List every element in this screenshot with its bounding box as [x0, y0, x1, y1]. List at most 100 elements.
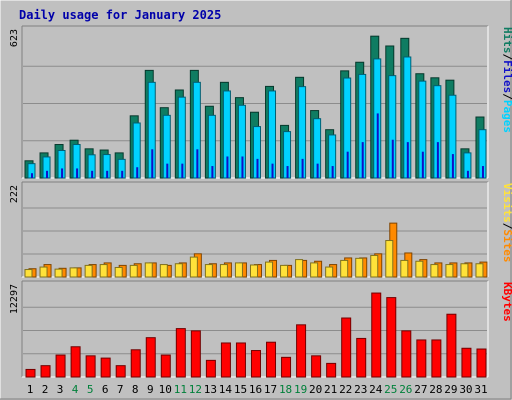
bar-visits: [295, 259, 304, 278]
x-tick-label: 31: [474, 383, 487, 396]
bar-kbytes: [371, 292, 382, 378]
bar-kbytes: [235, 342, 246, 378]
bar-kbytes: [326, 362, 337, 378]
bar-visits: [144, 262, 153, 278]
bar-kbytes: [70, 346, 81, 378]
bar-visits: [99, 264, 108, 278]
bar-pages: [166, 163, 169, 178]
x-tick-label: 15: [234, 383, 247, 396]
x-tick-label: 20: [309, 383, 322, 396]
bar-pages: [316, 163, 319, 178]
bar-pages: [76, 168, 79, 178]
bar-kbytes: [40, 365, 51, 378]
bar-visits: [54, 268, 63, 278]
bar-pages: [271, 163, 274, 178]
x-tick-label: 26: [399, 383, 412, 396]
bar-kbytes: [220, 342, 231, 378]
x-tick-label: 22: [339, 383, 352, 396]
legend-entry: Sites: [501, 229, 512, 262]
bar-kbytes: [446, 313, 457, 378]
y-max-label: 12297: [9, 284, 20, 314]
x-tick-label: 21: [324, 383, 337, 396]
x-tick-label: 9: [147, 383, 154, 396]
bar-visits: [249, 264, 258, 278]
x-tick-label: 2: [42, 383, 49, 396]
bar-pages: [481, 166, 484, 178]
y-max-label: 623: [9, 29, 20, 47]
bar-pages: [436, 142, 439, 178]
legend-entry: /: [501, 54, 512, 61]
bar-visits: [430, 264, 439, 278]
x-tick-label: 23: [354, 383, 367, 396]
bar-kbytes: [160, 354, 171, 378]
bar-pages: [106, 170, 109, 178]
x-tick-label: 24: [369, 383, 383, 396]
bar-pages: [466, 170, 469, 178]
bar-pages: [451, 154, 454, 178]
bar-visits: [385, 240, 394, 278]
bar-visits: [114, 266, 123, 278]
bar-kbytes: [416, 339, 427, 378]
chart-title: Daily usage for January 2025: [19, 8, 221, 22]
bar-visits: [204, 264, 213, 278]
bar-pages: [31, 173, 33, 178]
x-tick-label: 29: [444, 383, 457, 396]
bar-kbytes: [476, 348, 487, 378]
bar-pages: [301, 158, 304, 178]
x-tick-label: 25: [384, 383, 397, 396]
legend-entry: Pages: [501, 100, 512, 133]
bar-visits: [84, 264, 93, 278]
bar-visits: [129, 264, 138, 278]
x-tick-label: 27: [414, 383, 427, 396]
x-tick-label: 3: [57, 383, 64, 396]
bar-visits: [415, 260, 424, 278]
x-tick-label: 11: [174, 383, 187, 396]
bar-pages: [61, 168, 64, 178]
legend-middle: Visits/Sites: [501, 183, 512, 263]
bar-visits: [265, 261, 274, 278]
bar-kbytes: [190, 330, 201, 378]
bar-pages: [151, 149, 154, 178]
chart-panels: 623Hits/Files/Pages222Visits/Sites12297K…: [9, 25, 512, 396]
bar-visits: [445, 264, 454, 278]
bar-kbytes: [386, 297, 397, 378]
bar-pages: [361, 142, 364, 178]
bar-visits: [159, 264, 168, 278]
bar-visits: [69, 267, 78, 278]
bar-pages: [286, 166, 289, 178]
bar-visits: [355, 257, 364, 278]
bar-pages: [421, 151, 424, 178]
x-tick-label: 30: [459, 383, 472, 396]
bar-visits: [460, 263, 469, 278]
x-tick-label: 17: [264, 383, 277, 396]
bar-pages: [121, 170, 124, 178]
bar-pages: [91, 170, 94, 178]
bar-kbytes: [25, 368, 36, 378]
bar-kbytes: [341, 317, 352, 378]
x-tick-label: 14: [219, 383, 233, 396]
x-tick-label: 1: [27, 383, 34, 396]
bar-visits: [174, 263, 183, 278]
bar-pages: [46, 170, 49, 178]
legend-entry: Hits: [501, 27, 512, 54]
bar-kbytes: [431, 339, 442, 378]
bar-kbytes: [175, 328, 186, 378]
bar-pages: [391, 139, 394, 178]
bar-kbytes: [311, 355, 322, 378]
bar-kbytes: [281, 356, 292, 378]
bar-visits: [219, 264, 228, 278]
bar-visits: [310, 262, 319, 278]
bar-pages: [226, 156, 229, 178]
bar-kbytes: [296, 324, 307, 378]
legend-entry: Visits: [501, 183, 512, 223]
bar-kbytes: [115, 365, 126, 378]
bar-pages: [211, 166, 214, 178]
legend-entry: KBytes: [501, 282, 512, 322]
bar-pages: [196, 149, 199, 178]
x-tick-label: 5: [87, 383, 94, 396]
bar-visits: [280, 264, 289, 278]
x-tick-label: 28: [429, 383, 442, 396]
x-tick-label: 12: [189, 383, 202, 396]
legend-entry: /: [501, 93, 512, 100]
